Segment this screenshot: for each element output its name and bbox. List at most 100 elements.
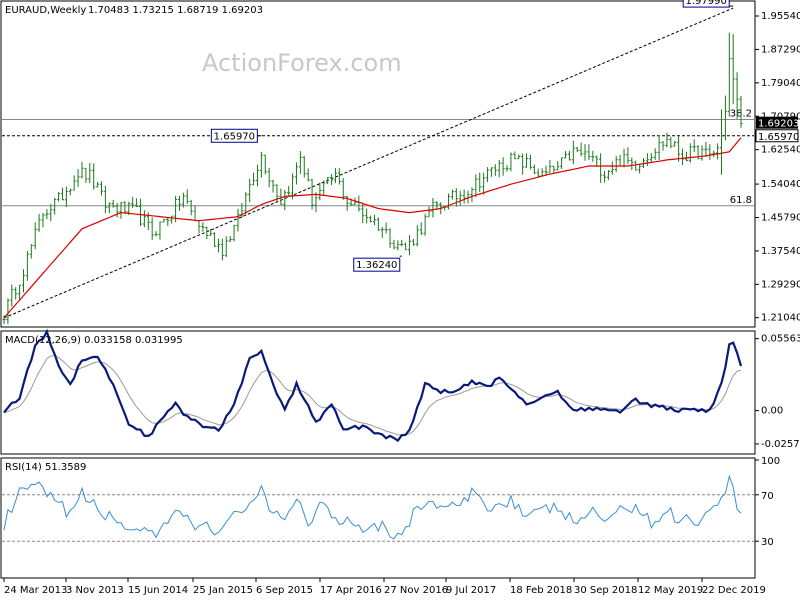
price-bar	[127, 201, 131, 215]
price-bar	[462, 189, 466, 204]
price-bar	[661, 140, 665, 151]
price-bar	[6, 298, 10, 325]
price-bar	[614, 155, 618, 173]
price-bar	[298, 151, 302, 174]
price-bar	[57, 191, 61, 202]
price-bar	[154, 231, 158, 237]
price-bar	[603, 170, 607, 183]
price-bar	[684, 151, 688, 162]
price-bar	[435, 201, 439, 210]
price-panel	[0, 0, 756, 328]
price-bar	[708, 144, 712, 160]
watermark: ActionForex.com	[202, 49, 402, 77]
price-bar	[369, 215, 373, 223]
price-bar	[458, 190, 462, 206]
price-bar	[259, 151, 263, 178]
price-bar	[567, 151, 571, 161]
price-bar	[575, 147, 579, 153]
price-bar	[645, 153, 649, 167]
price-bar	[673, 140, 677, 147]
price-bar	[302, 156, 306, 178]
annotation-text: 1.97990	[686, 0, 727, 7]
price-bar	[528, 154, 532, 170]
price-bar	[712, 150, 716, 158]
price-bar	[525, 153, 529, 168]
price-bar	[404, 242, 408, 251]
price-bar	[372, 214, 376, 226]
price-bar	[306, 168, 310, 182]
price-axis-label-4: 1.62540	[761, 145, 800, 156]
price-bar	[665, 132, 669, 148]
price-bar	[228, 235, 232, 242]
price-axis-label-5: 1.54040	[761, 179, 800, 190]
price-bar	[431, 197, 435, 218]
price-bar	[33, 222, 37, 250]
price-bar	[532, 164, 536, 175]
x-axis-label-11: 22 Dec 2019	[702, 585, 766, 596]
price-axis-label-8: 1.29290	[761, 279, 800, 290]
price-bar	[560, 157, 564, 169]
price-bar	[255, 164, 259, 187]
current-price-box	[756, 116, 798, 129]
price-bar	[224, 236, 228, 258]
price-bar	[447, 193, 451, 210]
price-bar	[723, 95, 727, 141]
x-axis-label-8: 18 Feb 2018	[510, 585, 572, 596]
price-annotation-2: 1.36240	[353, 255, 402, 272]
macd-layer	[3, 328, 743, 443]
price-bar	[649, 153, 653, 163]
price-bar	[544, 165, 548, 176]
macd-line	[3, 328, 743, 443]
price-bar	[548, 159, 552, 173]
price-bar	[326, 176, 330, 185]
price-bar	[376, 217, 380, 231]
price-bar	[72, 175, 76, 191]
price-bar	[131, 196, 135, 209]
price-bar	[119, 201, 123, 219]
price-bar	[162, 218, 166, 223]
x-axis-label-0: 24 Mar 2013	[4, 585, 67, 596]
price-bar	[657, 135, 661, 161]
price-bar	[92, 163, 96, 190]
price-bar	[60, 187, 64, 201]
rsi-panel	[0, 457, 756, 579]
moving-average-line	[3, 137, 742, 319]
price-bar	[294, 162, 298, 185]
price-bar	[267, 167, 271, 188]
x-axis-label-1: 3 Nov 2013	[66, 585, 124, 596]
price-bar	[396, 240, 400, 251]
price-bar	[216, 238, 220, 253]
price-bar	[630, 157, 634, 171]
rsi-layer	[2, 474, 754, 542]
price-bar	[517, 154, 521, 160]
price-bar	[739, 96, 743, 128]
price-axis-label-7: 1.37540	[761, 246, 800, 257]
price-bar	[271, 180, 275, 193]
price-bar	[205, 226, 209, 240]
price-bar	[53, 197, 57, 215]
price-bar	[595, 155, 599, 167]
x-axis-label-9: 30 Sep 2018	[574, 585, 637, 596]
price-bar	[185, 189, 189, 204]
price-bar	[653, 148, 657, 160]
macd-panel	[0, 330, 756, 455]
price-bar	[244, 192, 248, 215]
price-bar	[731, 34, 735, 105]
price-bar	[415, 225, 419, 247]
price-bar	[380, 227, 384, 238]
price-bar	[501, 157, 505, 176]
price-bar	[392, 239, 396, 250]
price-bar	[716, 143, 720, 160]
price-bar	[263, 154, 267, 175]
rsi-axis-label-1: 70	[761, 491, 774, 502]
price-bar	[474, 174, 478, 198]
price-bar	[411, 238, 415, 246]
price-bar	[677, 136, 681, 162]
price-bar	[279, 188, 283, 205]
price-bar	[252, 172, 256, 186]
price-bar	[135, 198, 139, 207]
price-bar	[158, 221, 162, 240]
price-bar	[388, 228, 392, 248]
price-bar	[291, 173, 295, 200]
price-bar	[505, 165, 509, 172]
